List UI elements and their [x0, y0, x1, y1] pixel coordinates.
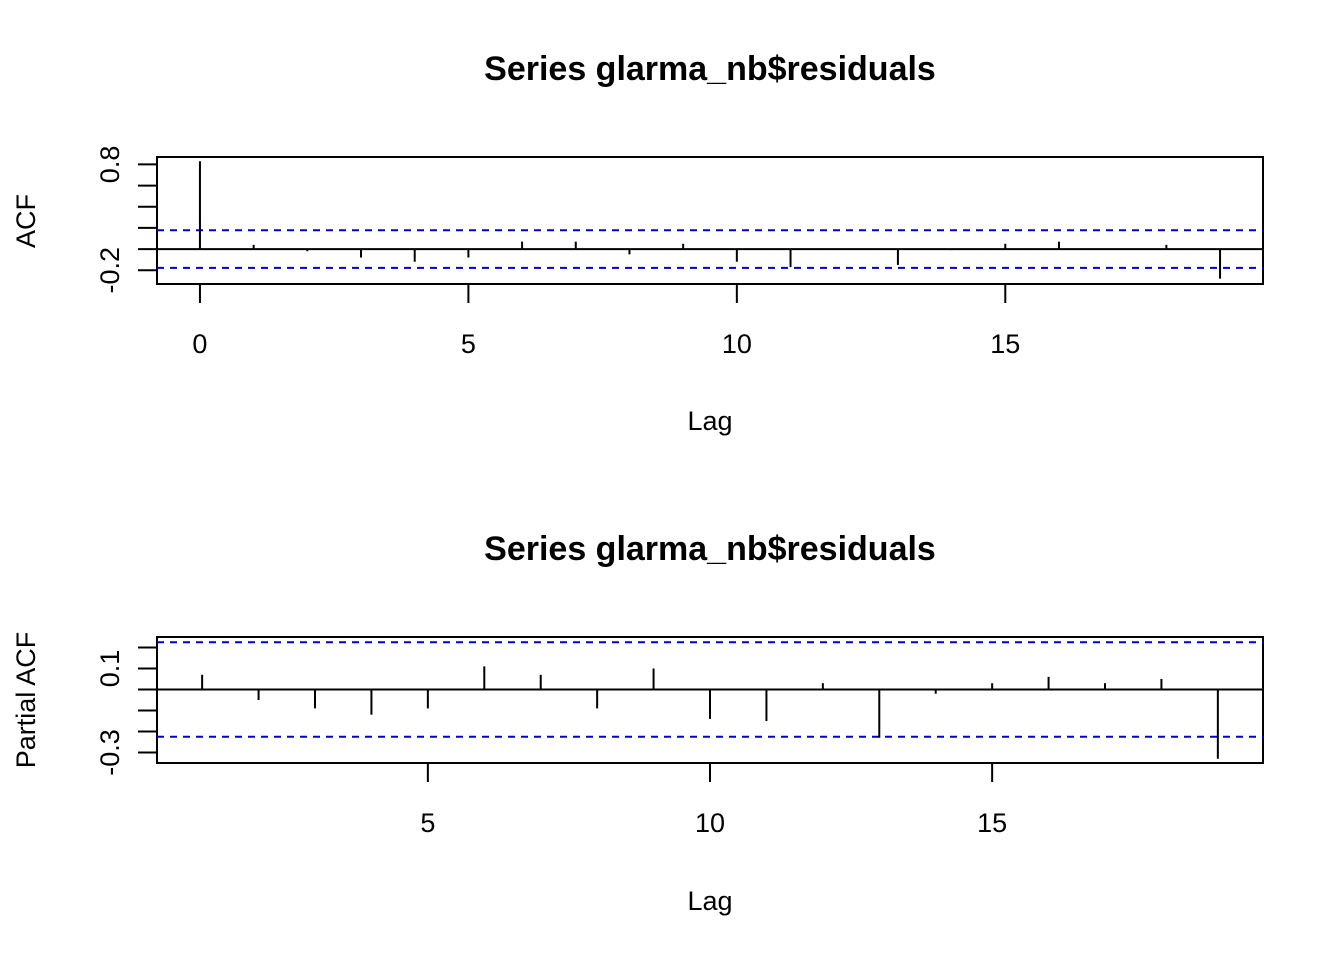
pacf-marks: 5 10 15 -0.3 0.1 — [95, 636, 1264, 838]
acf-x-tick-label: 10 — [722, 329, 752, 359]
acf-title: Series glarma_nb$residuals — [484, 50, 936, 88]
acf-x-tick-label: 5 — [461, 329, 476, 359]
pacf-x-axis-label: Lag — [687, 886, 732, 916]
pacf-panel: Series glarma_nb$residuals Lag Partial A… — [11, 530, 1264, 916]
pacf-x-tick-label: 15 — [977, 808, 1007, 838]
acf-x-tick-label: 0 — [192, 329, 207, 359]
pacf-x-tick-label: 10 — [695, 808, 725, 838]
pacf-title: Series glarma_nb$residuals — [484, 530, 936, 568]
acf-y-tick-label: -0.2 — [95, 247, 125, 294]
acf-panel: Series glarma_nb$residuals Lag ACF 0 5 10 1… — [11, 50, 1264, 436]
acf-x-tick-label: 15 — [990, 329, 1020, 359]
pacf-y-axis-label: Partial ACF — [11, 632, 41, 769]
acf-marks: 0 5 10 15 -0.2 0.8 — [95, 146, 1264, 359]
acf-y-axis-label: ACF — [11, 194, 41, 248]
pacf-y-tick-label: -0.3 — [95, 729, 125, 776]
acf-y-tick-label: 0.8 — [95, 146, 125, 184]
pacf-x-tick-label: 5 — [420, 808, 435, 838]
acf-plot-frame — [156, 156, 1264, 285]
acf-x-axis-label: Lag — [687, 406, 732, 436]
pacf-y-tick-label: 0.1 — [95, 650, 125, 688]
pacf-plot-frame — [156, 636, 1264, 764]
